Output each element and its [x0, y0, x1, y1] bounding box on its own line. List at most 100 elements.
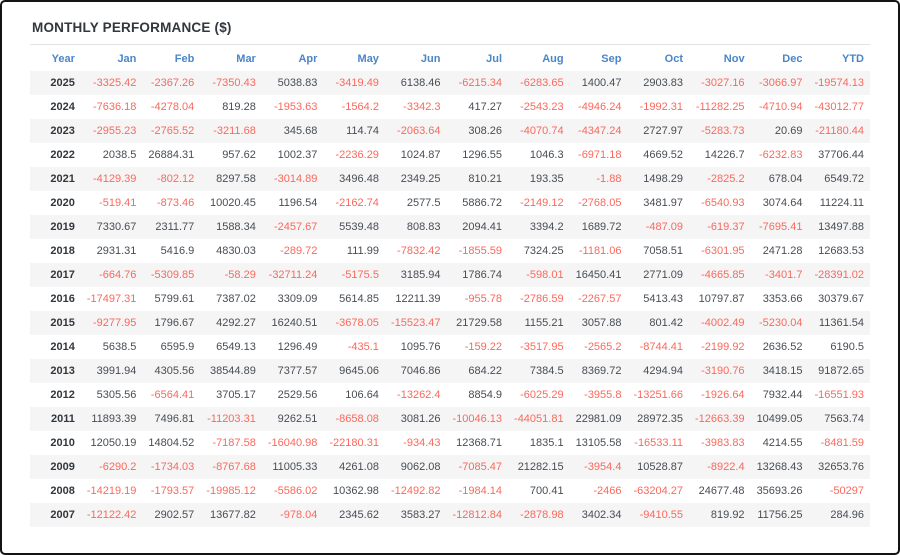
value-cell: 4830.03	[216, 245, 256, 257]
value-cell: 1296.55	[462, 149, 503, 161]
value-cell: -6301.95	[701, 245, 745, 257]
year-cell: 2018	[50, 245, 75, 257]
value-cell: -2565.2	[584, 341, 622, 353]
value-cell: -5309.85	[150, 269, 195, 281]
ytd-cell: -16551.93	[814, 389, 864, 401]
value-cell: -6290.2	[99, 461, 137, 473]
column-header-jun: Jun	[420, 53, 441, 65]
value-cell: -44051.81	[514, 413, 564, 425]
value-cell: -8658.08	[335, 413, 379, 425]
value-cell: -2367.26	[150, 77, 195, 89]
value-cell: 3309.09	[277, 293, 318, 305]
value-cell: -58.29	[224, 269, 256, 281]
table-row-2018: 2018 2931.31 5416.9 4830.03 -289.72 111.99 -78…	[30, 239, 870, 263]
ytd-cell: 6549.72	[824, 173, 864, 185]
ytd-cell: 37706.44	[818, 149, 864, 161]
value-cell: 957.62	[222, 149, 256, 161]
value-cell: 3057.88	[581, 317, 622, 329]
value-cell: -4665.85	[701, 269, 745, 281]
value-cell: 21282.15	[517, 461, 564, 473]
value-cell: -17497.31	[86, 293, 137, 305]
value-cell: 7330.67	[96, 221, 137, 233]
value-cell: -9277.95	[92, 317, 137, 329]
value-cell: -1926.64	[701, 389, 745, 401]
value-cell: -2063.64	[397, 125, 441, 137]
value-cell: 4214.55	[762, 437, 803, 449]
value-cell: -4002.49	[701, 317, 745, 329]
value-cell: 6138.46	[400, 77, 441, 89]
value-cell: -14219.19	[86, 485, 137, 497]
value-cell: -11203.31	[207, 413, 256, 425]
value-cell: 12368.71	[456, 437, 503, 449]
year-cell: 2008	[50, 485, 75, 497]
value-cell: -619.37	[707, 221, 745, 233]
value-cell: -2149.12	[520, 197, 564, 209]
value-cell: 1024.87	[400, 149, 441, 161]
column-header-may: May	[357, 53, 379, 65]
value-cell: 2636.52	[762, 341, 803, 353]
value-cell: -2955.23	[92, 125, 137, 137]
value-cell: -2457.67	[273, 221, 318, 233]
value-cell: 5614.85	[339, 293, 379, 305]
value-cell: -3325.42	[92, 77, 137, 89]
value-cell: 14226.7	[704, 149, 745, 161]
value-cell: 12050.19	[90, 437, 137, 449]
value-cell: -6025.29	[520, 389, 564, 401]
value-cell: -3066.97	[759, 77, 803, 89]
value-cell: 7384.5	[529, 365, 564, 377]
value-cell: 4305.56	[154, 365, 195, 377]
value-cell: 2931.31	[96, 245, 137, 257]
value-cell: 2345.62	[339, 509, 379, 521]
value-cell: 7387.02	[216, 293, 256, 305]
table-row-2023: 2023 -2955.23 -2765.52 -3211.68 345.68 114.74…	[30, 119, 870, 143]
value-cell: 5305.56	[96, 389, 137, 401]
year-cell: 2019	[50, 221, 75, 233]
year-cell: 2022	[50, 149, 75, 161]
value-cell: 8854.9	[468, 389, 503, 401]
year-cell: 2012	[50, 389, 75, 401]
column-header-jan: Jan	[117, 53, 137, 65]
value-cell: 16240.51	[271, 317, 318, 329]
value-cell: 1786.74	[462, 269, 503, 281]
value-cell: 10362.98	[333, 485, 379, 497]
value-cell: -19985.12	[206, 485, 256, 497]
value-cell: 2771.09	[643, 269, 684, 281]
value-cell: -2466	[593, 485, 622, 497]
value-cell: -2267.57	[578, 293, 622, 305]
value-cell: -7636.18	[92, 101, 137, 113]
value-cell: 2311.77	[155, 221, 195, 233]
value-cell: -3014.89	[273, 173, 318, 185]
value-cell: -934.43	[403, 437, 441, 449]
table-row-2016: 2016 -17497.31 5799.61 7387.02 3309.09 5614.8…	[30, 287, 870, 311]
value-cell: 417.27	[468, 101, 503, 113]
value-cell: -7187.58	[212, 437, 256, 449]
value-cell: 5638.5	[102, 341, 137, 353]
value-cell: -7695.41	[759, 221, 803, 233]
value-cell: -2199.92	[701, 341, 745, 353]
value-cell: 7324.25	[523, 245, 564, 257]
value-cell: -12492.82	[390, 485, 441, 497]
value-cell: 5539.48	[339, 221, 379, 233]
column-header-nov: Nov	[723, 53, 745, 65]
value-cell: 2903.83	[643, 77, 684, 89]
column-header-oct: Oct	[664, 53, 684, 65]
ytd-cell: 32653.76	[818, 461, 864, 473]
table-row-2008: 2008 -14219.19 -1793.57 -19985.12 -5586.02 10…	[30, 479, 870, 503]
value-cell: -1734.03	[150, 461, 195, 473]
value-cell: -289.72	[280, 245, 318, 257]
year-cell: 2010	[50, 437, 75, 449]
page-title: MONTHLY PERFORMANCE ($)	[32, 20, 232, 35]
value-cell: -1953.63	[273, 101, 318, 113]
value-cell: 7058.51	[643, 245, 684, 257]
ytd-cell: -8481.59	[820, 437, 864, 449]
value-cell: 193.35	[529, 173, 564, 185]
value-cell: -2786.59	[520, 293, 564, 305]
ytd-cell: -19574.13	[814, 77, 864, 89]
value-cell: 1296.49	[277, 341, 318, 353]
value-cell: -159.22	[464, 341, 503, 353]
value-cell: 26884.31	[148, 149, 195, 161]
ytd-cell: 11361.54	[818, 317, 864, 329]
value-cell: 13677.82	[209, 509, 256, 521]
value-cell: 308.26	[468, 125, 503, 137]
table-row-2021: 2021 -4129.39 -802.12 8297.58 -3014.89 3496.4…	[30, 167, 870, 191]
